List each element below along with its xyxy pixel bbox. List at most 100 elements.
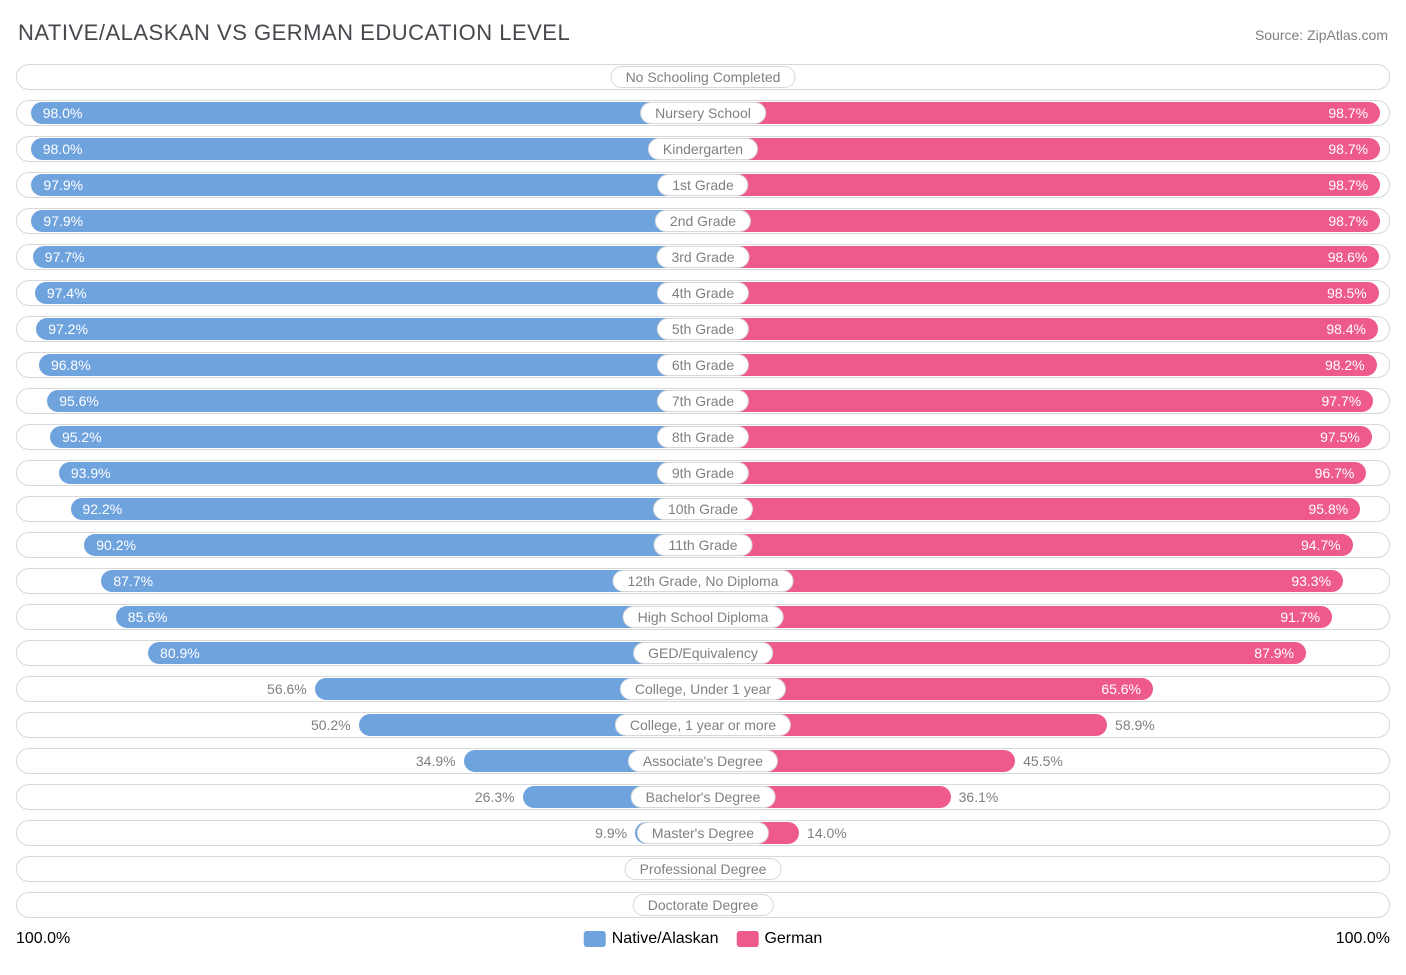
value-right: 98.6%: [1328, 246, 1368, 268]
value-left: 97.2%: [48, 318, 88, 340]
category-label: No Schooling Completed: [611, 66, 796, 88]
value-right: 95.8%: [1308, 498, 1348, 520]
chart-row: 95.2%97.5%8th Grade: [16, 424, 1390, 450]
value-right: 91.7%: [1280, 606, 1320, 628]
chart-row: 98.0% 98.7% Kindergarten: [16, 136, 1390, 162]
category-label: GED/Equivalency: [633, 642, 773, 664]
value-right: 36.1%: [959, 785, 999, 809]
category-label: 2nd Grade: [655, 210, 751, 232]
value-right: 93.3%: [1291, 570, 1331, 592]
chart-row: 3.0%4.1%Professional Degree: [16, 856, 1390, 882]
chart-row: 90.2% 94.7% 11th Grade: [16, 532, 1390, 558]
bar-right: 98.2%: [703, 354, 1377, 376]
bar-right: 98.7%: [703, 102, 1380, 124]
bar-right: 95.8%: [703, 498, 1360, 520]
bar-right: 91.7%: [703, 606, 1332, 628]
chart-row: 92.2% 95.8% 10th Grade: [16, 496, 1390, 522]
legend-label-left: Native/Alaskan: [612, 930, 719, 948]
bar-right: 93.3%: [703, 570, 1343, 592]
value-right: 58.9%: [1115, 713, 1155, 737]
value-right: 65.6%: [1101, 678, 1141, 700]
category-label: 9th Grade: [657, 462, 749, 484]
chart-row: 87.7%93.3%12th Grade, No Diploma: [16, 568, 1390, 594]
category-label: College, 1 year or more: [615, 714, 791, 736]
chart-row: 97.2% 98.4% 5th Grade: [16, 316, 1390, 342]
bar-left: 97.4%: [35, 282, 703, 304]
chart-source: Source: ZipAtlas.com: [1255, 27, 1388, 43]
value-left: 26.3%: [475, 785, 515, 809]
bar-right: 94.7%: [703, 534, 1353, 556]
chart-header: NATIVE/ALASKAN VS GERMAN EDUCATION LEVEL…: [16, 20, 1390, 46]
bar-right: 98.7%: [703, 174, 1380, 196]
axis-right-max: 100.0%: [1336, 930, 1390, 948]
chart-row: 97.9%98.7%2nd Grade: [16, 208, 1390, 234]
category-label: High School Diploma: [623, 606, 784, 628]
value-left: 93.9%: [71, 462, 111, 484]
chart-footer: 100.0% Native/Alaskan German 100.0%: [16, 928, 1390, 950]
bar-left: 98.0%: [31, 138, 703, 160]
category-label: Nursery School: [640, 102, 766, 124]
value-right: 98.4%: [1326, 318, 1366, 340]
chart-row: 80.9% 87.9% GED/Equivalency: [16, 640, 1390, 666]
category-label: Associate's Degree: [628, 750, 778, 772]
bar-left: 85.6%: [116, 606, 703, 628]
chart-title: NATIVE/ALASKAN VS GERMAN EDUCATION LEVEL: [18, 20, 570, 46]
category-label: 11th Grade: [653, 534, 752, 556]
bar-right: 98.6%: [703, 246, 1379, 268]
category-label: Bachelor's Degree: [631, 786, 776, 808]
bar-right: 98.7%: [703, 138, 1380, 160]
chart-row: 85.6% 91.7% High School Diploma: [16, 604, 1390, 630]
chart-row: 1.3%1.8%Doctorate Degree: [16, 892, 1390, 918]
diverging-bar-chart: 2.2%1.4%No Schooling Completed98.0%98.7%…: [16, 64, 1390, 918]
value-right: 87.9%: [1254, 642, 1294, 664]
legend-item-right: German: [736, 930, 822, 948]
value-right: 98.5%: [1327, 282, 1367, 304]
value-right: 98.7%: [1328, 138, 1368, 160]
bar-right: 97.5%: [703, 426, 1372, 448]
legend-label-right: German: [764, 930, 822, 948]
chart-row: 98.0% 98.7%Nursery School: [16, 100, 1390, 126]
chart-row: 34.9%45.5%Associate's Degree: [16, 748, 1390, 774]
value-left: 97.9%: [43, 174, 83, 196]
bar-left: 97.9%: [31, 210, 703, 232]
value-right: 14.0%: [807, 821, 847, 845]
bar-left: 97.2%: [36, 318, 703, 340]
bar-left: 95.2%: [50, 426, 703, 448]
value-left: 85.6%: [128, 606, 168, 628]
value-left: 9.9%: [595, 821, 627, 845]
value-left: 98.0%: [43, 138, 83, 160]
chart-row: 56.6%65.6%College, Under 1 year: [16, 676, 1390, 702]
bar-right: 96.7%: [703, 462, 1366, 484]
value-left: 98.0%: [43, 102, 83, 124]
value-right: 97.5%: [1320, 426, 1360, 448]
value-left: 97.7%: [45, 246, 85, 268]
bar-left: 95.6%: [47, 390, 703, 412]
bar-left: 92.2%: [71, 498, 703, 520]
category-label: 12th Grade, No Diploma: [613, 570, 794, 592]
value-left: 95.2%: [62, 426, 102, 448]
bar-left: 80.9%: [148, 642, 703, 664]
bar-left: 96.8%: [39, 354, 703, 376]
category-label: 1st Grade: [657, 174, 748, 196]
value-left: 97.9%: [43, 210, 83, 232]
bar-left: 97.7%: [33, 246, 703, 268]
chart-row: 26.3% 36.1% Bachelor's Degree: [16, 784, 1390, 810]
chart-legend: Native/Alaskan German: [584, 930, 823, 948]
bar-right: 98.4%: [703, 318, 1378, 340]
value-left: 50.2%: [311, 713, 351, 737]
category-label: Doctorate Degree: [633, 894, 774, 916]
chart-row: 9.9%14.0%Master's Degree: [16, 820, 1390, 846]
bar-left: 90.2%: [84, 534, 703, 556]
value-left: 97.4%: [47, 282, 87, 304]
source-prefix: Source:: [1255, 27, 1307, 43]
legend-swatch-right: [736, 931, 758, 947]
axis-left-max: 100.0%: [16, 930, 70, 948]
chart-row: 93.9% 96.7%9th Grade: [16, 460, 1390, 486]
chart-row: 97.4%98.5%4th Grade: [16, 280, 1390, 306]
category-label: 10th Grade: [653, 498, 753, 520]
value-right: 94.7%: [1301, 534, 1341, 556]
bar-left: 98.0%: [31, 102, 703, 124]
category-label: Kindergarten: [648, 138, 758, 160]
category-label: 5th Grade: [657, 318, 749, 340]
value-left: 34.9%: [416, 749, 456, 773]
